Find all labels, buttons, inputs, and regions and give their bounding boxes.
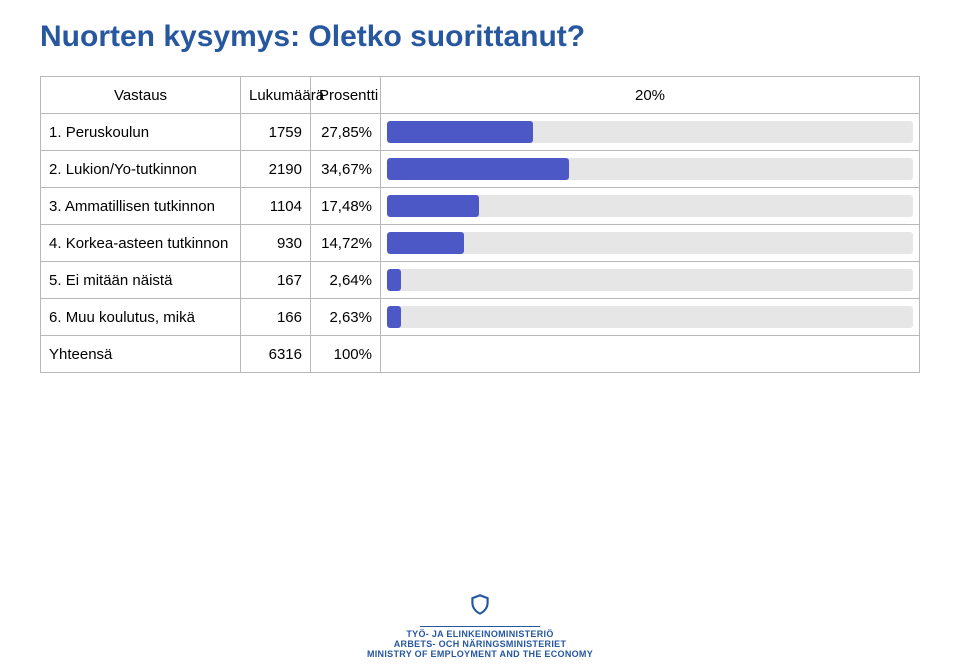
bar-bg [387, 232, 913, 254]
bar-fill [387, 269, 401, 291]
row-bar-cell [381, 114, 920, 151]
page-footer: TYÖ- JA ELINKEINOMINISTERIÖ ARBETS- OCH … [0, 592, 960, 659]
row-count: 2190 [241, 151, 311, 188]
row-label: 4. Korkea-asteen tutkinnon [41, 225, 241, 262]
bar-bg [387, 158, 913, 180]
emblem-svg [467, 592, 493, 618]
coat-of-arms-icon [0, 592, 960, 622]
table-row: 3. Ammatillisen tutkinnon 1104 17,48% [41, 188, 920, 225]
row-count: 166 [241, 299, 311, 336]
row-bar-cell [381, 188, 920, 225]
row-percent: 27,85% [311, 114, 381, 151]
row-label: 5. Ei mitään näistä [41, 262, 241, 299]
row-bar-cell [381, 299, 920, 336]
header-answer: Vastaus [41, 77, 241, 114]
row-percent: 2,63% [311, 299, 381, 336]
page-title: Nuorten kysymys: Oletko suorittanut? [40, 20, 920, 54]
bar-fill [387, 195, 479, 217]
row-count: 1104 [241, 188, 311, 225]
row-percent: 17,48% [311, 188, 381, 225]
footer-separator [420, 626, 540, 627]
table-row: 4. Korkea-asteen tutkinnon 930 14,72% [41, 225, 920, 262]
row-label: 1. Peruskoulun [41, 114, 241, 151]
bar-bg [387, 121, 913, 143]
header-axis: 20% [381, 77, 920, 114]
total-percent: 100% [311, 336, 381, 373]
row-label: 2. Lukion/Yo-tutkinnon [41, 151, 241, 188]
bar-fill [387, 121, 533, 143]
row-bar-cell [381, 262, 920, 299]
table-header-row: Vastaus Lukumäärä Prosentti 20% [41, 77, 920, 114]
footer-line-2: ARBETS- OCH NÄRINGSMINISTERIET [0, 639, 960, 649]
bar-bg [387, 195, 913, 217]
bar-bg [387, 306, 913, 328]
header-percent: Prosentti [311, 77, 381, 114]
bar-bg [387, 269, 913, 291]
row-count: 167 [241, 262, 311, 299]
row-label: 3. Ammatillisen tutkinnon [41, 188, 241, 225]
total-bar-cell [381, 336, 920, 373]
table-row: 2. Lukion/Yo-tutkinnon 2190 34,67% [41, 151, 920, 188]
results-table: Vastaus Lukumäärä Prosentti 20% 1. Perus… [40, 76, 920, 373]
bar-fill [387, 158, 569, 180]
table-row: 5. Ei mitään näistä 167 2,64% [41, 262, 920, 299]
page-root: Nuorten kysymys: Oletko suorittanut? Vas… [0, 0, 960, 671]
table-row: 6. Muu koulutus, mikä 166 2,63% [41, 299, 920, 336]
table-row: 1. Peruskoulun 1759 27,85% [41, 114, 920, 151]
bar-fill [387, 232, 464, 254]
row-count: 1759 [241, 114, 311, 151]
row-percent: 34,67% [311, 151, 381, 188]
total-label: Yhteensä [41, 336, 241, 373]
row-percent: 2,64% [311, 262, 381, 299]
footer-line-3: MINISTRY OF EMPLOYMENT AND THE ECONOMY [0, 649, 960, 659]
row-label: 6. Muu koulutus, mikä [41, 299, 241, 336]
row-bar-cell [381, 225, 920, 262]
row-count: 930 [241, 225, 311, 262]
header-count: Lukumäärä [241, 77, 311, 114]
row-bar-cell [381, 151, 920, 188]
total-count: 6316 [241, 336, 311, 373]
bar-fill [387, 306, 401, 328]
footer-line-1: TYÖ- JA ELINKEINOMINISTERIÖ [0, 629, 960, 639]
row-percent: 14,72% [311, 225, 381, 262]
table-total-row: Yhteensä 6316 100% [41, 336, 920, 373]
